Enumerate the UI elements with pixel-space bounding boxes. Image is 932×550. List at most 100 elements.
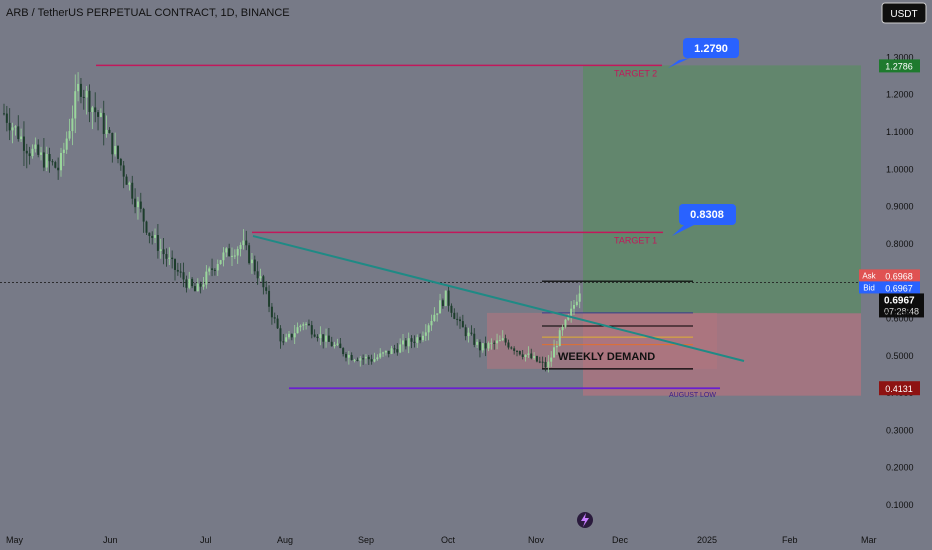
price-tick-label: 0.2000 [886,463,914,473]
candle-body [544,361,547,368]
time-tick-label: Aug [277,535,293,545]
candle-body [165,254,168,259]
candle-body [356,359,359,361]
ask-value: 0.6968 [885,271,913,281]
candle-body [404,340,407,347]
candle-body [513,348,516,351]
candle-body [313,334,316,337]
price-tick-label: 1.3000 [886,52,914,62]
candle-body [339,343,342,349]
candle-body [524,354,527,357]
time-tick-label: Sep [358,535,374,545]
callout-target2-value: 1.2790 [694,43,728,55]
candle-body [467,332,470,337]
candle-body [3,113,5,115]
candle-body [162,249,165,255]
candle-body [370,359,373,362]
currency-button[interactable]: USDT [881,2,927,24]
stop-axis-value: 0.4131 [885,384,913,394]
callout-target2: 1.2790 [668,38,739,68]
candle-body [527,353,530,355]
candle-body [276,318,279,329]
candle-body [174,259,176,270]
lightning-icon[interactable] [577,512,593,528]
profit-zone [583,65,861,314]
candle-body [285,337,288,342]
candle-body [82,96,85,98]
chart-title: ARB / TetherUS PERPETUAL CONTRACT, 1D, B… [6,7,290,19]
candle-body [79,83,82,97]
candle-body [273,317,276,319]
candle-body [259,276,262,279]
candle-body [114,145,117,155]
candle-body [179,271,182,273]
candle-body [558,330,561,346]
bar-countdown: 07:28:48 [884,306,919,316]
time-tick-label: Dec [612,535,629,545]
bid-badge: Bid 0.6967 [859,281,920,294]
candle-body [242,240,245,246]
candle-body [393,348,396,350]
descending-trendline [252,235,745,362]
candle-body [20,136,23,140]
candle-body [296,327,299,334]
candle-body [367,356,370,360]
candle-body [31,148,34,157]
candle-body [105,129,108,134]
candle-body [567,315,570,320]
candle-body [119,158,122,166]
time-axis[interactable]: May Jun Jul Aug Sep Oct Nov Dec 2025 Feb Mar [6,535,877,545]
candle-body [211,268,214,270]
candle-body [433,314,436,321]
candle-body [28,153,31,157]
candle-body [473,333,476,345]
candle-body [236,249,239,256]
candle-body [154,235,157,238]
candle-body [250,259,253,264]
ask-label: Ask [862,271,876,280]
candle-body [219,260,222,265]
candle-body [373,359,376,362]
candle-body [516,350,518,352]
bid-label: Bid [863,283,875,292]
callout-target1-value: 0.8308 [690,209,724,221]
price-tick-label: 1.0000 [886,164,914,174]
price-tick-label: 0.6000 [886,314,914,324]
candle-body [45,153,48,168]
time-tick-label: Feb [782,535,798,545]
callout-target1: 0.8308 [672,204,736,236]
candle-body [222,252,225,261]
candle-body [459,319,461,322]
candle-body [262,276,265,288]
candle-body [128,182,131,185]
candle-body [336,343,339,345]
candle-body [268,290,271,307]
candle-body [444,290,447,307]
candle-body [293,333,296,338]
candle-body [88,90,91,113]
candle-body [430,320,433,326]
candle-body [322,334,325,342]
time-tick-label: Oct [441,535,456,545]
candle-body [382,352,385,354]
candle-body [8,122,11,131]
candle-body [225,248,228,253]
candle-body [316,336,319,339]
candle-body [424,332,427,336]
time-tick-label: Mar [861,535,877,545]
candle-body [108,129,111,133]
candle-body [216,264,219,271]
candle-body [305,323,308,325]
candle-body [407,338,410,347]
candle-body [510,347,513,349]
candle-body [14,126,17,128]
candle-body [538,361,541,363]
candle-body [456,318,459,320]
candle-body [478,341,481,351]
candle-body [60,152,62,171]
candle-body [65,138,68,150]
candle-body [555,345,558,348]
candle-body [142,208,145,222]
candle-body [199,283,202,287]
candle-body [561,326,564,331]
